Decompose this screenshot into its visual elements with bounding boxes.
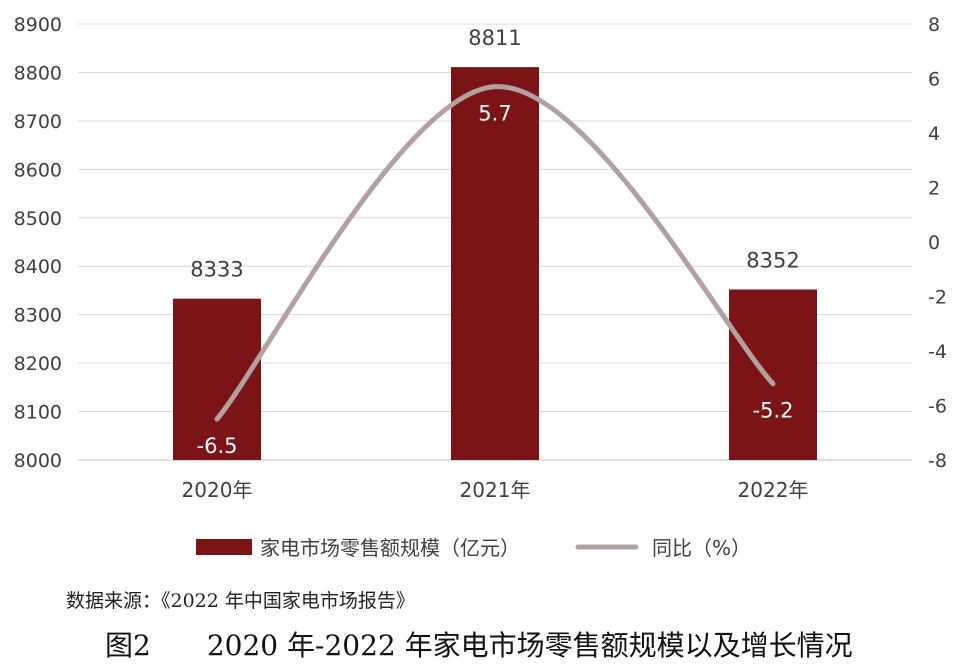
left-tick-label: 8200 — [14, 353, 62, 375]
bar — [729, 289, 817, 460]
left-tick-label: 8600 — [14, 159, 62, 181]
right-tick-label: -8 — [928, 450, 947, 472]
left-tick-label: 8500 — [14, 208, 62, 230]
figure-caption: 图2 2020 年-2022 年家电市场零售额规模以及增长情况 — [105, 624, 853, 664]
bar-value-label: 8811 — [468, 26, 521, 50]
figure-title: 2020 年-2022 年家电市场零售额规模以及增长情况 — [206, 629, 853, 662]
legend: 家电市场零售额规模（亿元） 同比（%） — [196, 536, 751, 560]
left-tick-label: 8900 — [14, 14, 62, 36]
right-tick-label: 8 — [928, 14, 940, 36]
right-tick-label: 6 — [928, 69, 940, 91]
legend-line-label: 同比（%） — [652, 536, 751, 560]
yoy-value-label: -5.2 — [753, 399, 794, 423]
left-tick-label: 8400 — [14, 256, 62, 278]
source-note: 数据来源：《2022 年中国家电市场报告》 — [66, 590, 415, 612]
left-tick-label: 8100 — [14, 402, 62, 424]
x-category-label: 2020年 — [182, 478, 253, 502]
bars — [173, 67, 817, 461]
right-tick-label: -2 — [928, 287, 947, 309]
bar — [451, 67, 539, 461]
yoy-line — [214, 84, 776, 422]
bar-value-label: 8333 — [190, 258, 243, 282]
left-tick-label: 8700 — [14, 111, 62, 133]
right-tick-label: -6 — [928, 396, 947, 418]
right-tick-label: 4 — [928, 123, 940, 145]
yoy-value-label: -6.5 — [197, 434, 238, 458]
x-category-label: 2021年 — [460, 478, 531, 502]
figure-number: 图2 — [105, 629, 151, 662]
left-tick-label: 8000 — [14, 450, 62, 472]
x-axis-categories: 2020年 2021年 2022年 — [182, 478, 809, 502]
line-data-labels: -6.5 5.7 -5.2 — [197, 102, 794, 458]
bar-data-labels: 8333 8811 8352 — [190, 26, 799, 282]
right-axis-ticks: -8 -6 -4 -2 0 2 4 6 8 — [928, 14, 947, 472]
right-tick-label: -4 — [928, 341, 947, 363]
left-tick-label: 8300 — [14, 305, 62, 327]
right-tick-label: 0 — [928, 232, 940, 254]
left-tick-label: 8800 — [14, 62, 62, 84]
bar-value-label: 8352 — [746, 248, 799, 272]
right-tick-label: 2 — [928, 178, 940, 200]
legend-bar-label: 家电市场零售额规模（亿元） — [260, 536, 520, 560]
yoy-value-label: 5.7 — [478, 102, 511, 126]
chart: 8000 8100 8200 8300 8400 8500 8600 8700 8800 8900… — [14, 14, 947, 560]
x-category-label: 2022年 — [738, 478, 809, 502]
left-axis-ticks: 8000 8100 8200 8300 8400 8500 8600 8700 8800 8900 — [14, 14, 62, 472]
legend-bar-swatch — [196, 539, 252, 555]
